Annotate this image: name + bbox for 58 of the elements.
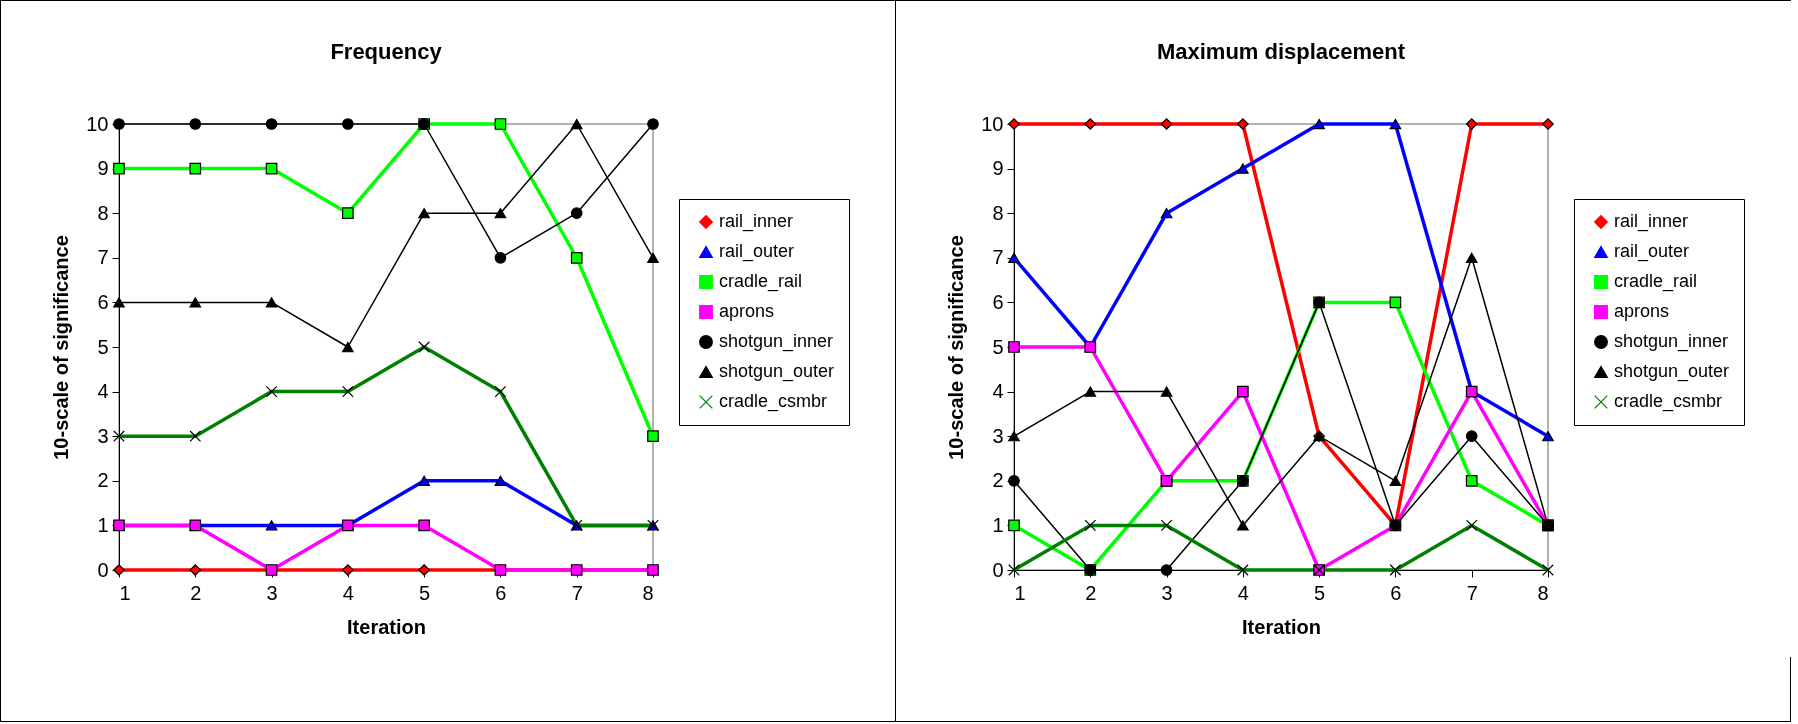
y-tick-label: 7: [97, 246, 109, 269]
y-axis-title: 10-scale of significance: [50, 235, 73, 460]
x-tick-label: 8: [642, 581, 654, 604]
legend-label: cradle_rail: [719, 271, 803, 292]
x-tick-label: 7: [571, 581, 583, 604]
legend-label: shotgun_inner: [1614, 331, 1729, 352]
y-tick-label: 9: [97, 157, 109, 180]
legend-label: aprons: [1614, 301, 1670, 321]
y-tick-label: 1: [97, 513, 109, 536]
legend-label: shotgun_outer: [1614, 361, 1730, 382]
y-tick-label: 3: [97, 424, 109, 447]
legend-label: shotgun_inner: [719, 331, 834, 352]
legend-label: rail_outer: [719, 241, 795, 262]
y-tick-label: 2: [992, 469, 1004, 492]
y-tick-label: 10: [86, 112, 109, 135]
x-tick-label: 2: [190, 581, 202, 604]
x-tick-label: 2: [1085, 581, 1097, 604]
y-tick-label: 9: [992, 157, 1004, 180]
y-tick-label: 8: [97, 201, 109, 224]
legend-label: cradle_csmbr: [719, 391, 828, 412]
y-tick-label: 3: [992, 424, 1004, 447]
y-tick-label: 8: [992, 201, 1004, 224]
x-tick-label: 3: [266, 581, 278, 604]
x-tick-label: 5: [419, 581, 431, 604]
chart-title: Frequency: [330, 39, 443, 64]
chart-title: Maximum displacement: [1156, 39, 1406, 64]
y-tick-label: 5: [97, 335, 109, 358]
x-tick-label: 6: [1390, 581, 1402, 604]
y-tick-label: 4: [97, 380, 109, 403]
y-tick-label: 10: [981, 112, 1004, 135]
legend-label: cradle_csmbr: [1614, 391, 1723, 412]
x-tick-label: 1: [1014, 581, 1026, 604]
y-tick-label: 7: [992, 246, 1004, 269]
x-tick-label: 4: [342, 581, 354, 604]
legend-label: aprons: [719, 301, 775, 321]
y-tick-label: 0: [97, 558, 109, 581]
legend-label: cradle_rail: [1614, 271, 1698, 292]
x-tick-label: 8: [1537, 581, 1549, 604]
y-tick-label: 1: [992, 513, 1004, 536]
x-tick-label: 7: [1466, 581, 1478, 604]
legend-label: shotgun_outer: [719, 361, 835, 382]
y-tick-label: 0: [992, 558, 1004, 581]
x-axis-title: Iteration: [1242, 615, 1321, 638]
y-tick-label: 5: [992, 335, 1004, 358]
x-tick-label: 6: [495, 581, 507, 604]
y-tick-label: 6: [992, 290, 1004, 313]
x-axis-title: Iteration: [347, 615, 426, 638]
y-tick-label: 4: [992, 380, 1004, 403]
legend-label: rail_inner: [719, 211, 794, 232]
y-tick-label: 2: [97, 469, 109, 492]
legend-label: rail_outer: [1614, 241, 1690, 262]
x-tick-label: 5: [1314, 581, 1326, 604]
x-tick-label: 4: [1237, 581, 1249, 604]
legend-label: rail_inner: [1614, 211, 1689, 232]
y-axis-title: 10-scale of significance: [945, 235, 968, 460]
x-tick-label: 1: [119, 581, 131, 604]
x-tick-label: 3: [1161, 581, 1173, 604]
y-tick-label: 6: [97, 290, 109, 313]
